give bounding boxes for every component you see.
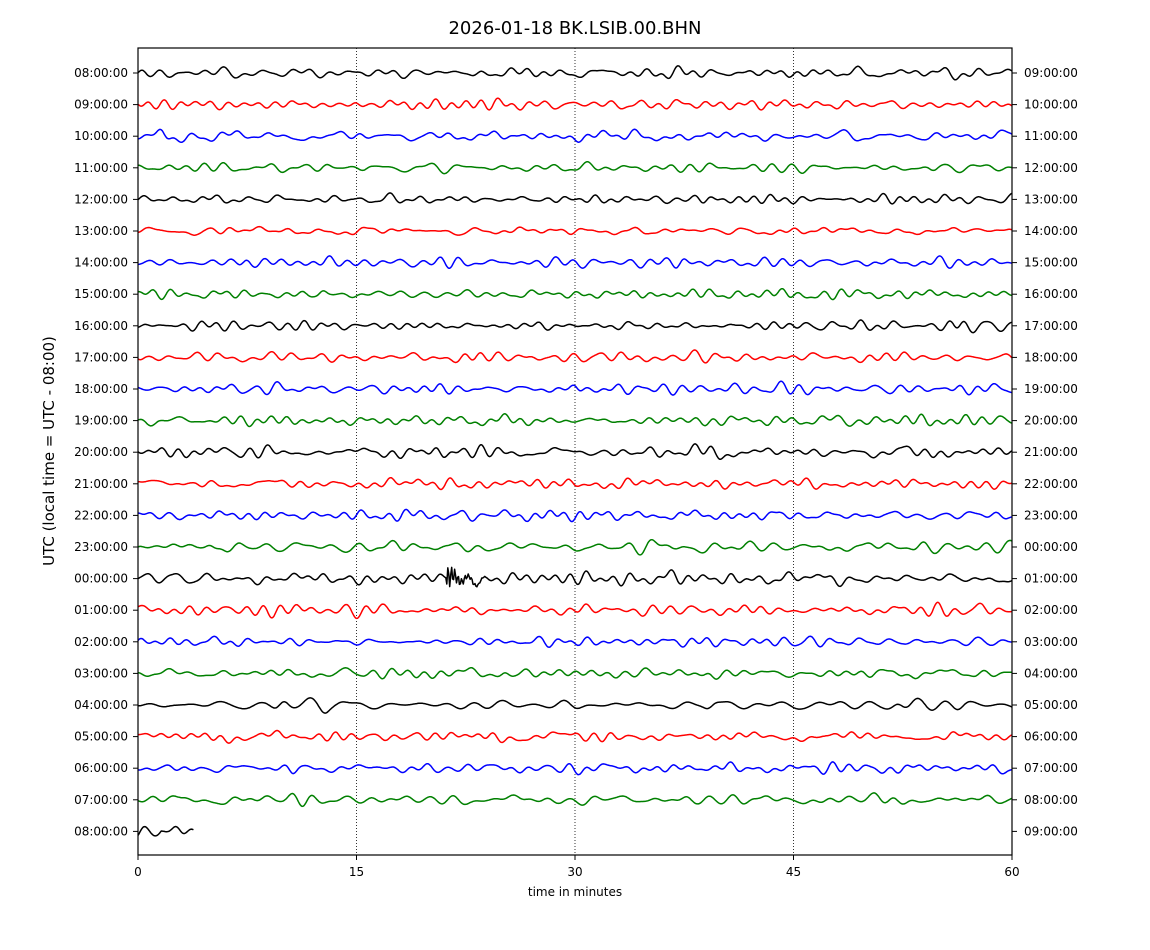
left-time-label-10: 18:00:00	[74, 382, 128, 396]
left-time-label-19: 03:00:00	[74, 666, 128, 680]
trace-row-15	[137, 538, 1013, 556]
left-time-axis: 08:00:00 09:00:00 10:00:00 11:00:00 12:00:00…	[74, 66, 138, 838]
right-time-label-13: 22:00:00	[1024, 477, 1078, 491]
x-tick-label-0: 0	[134, 865, 142, 879]
y-axis-label: UTC (local time = UTC - 08:00)	[40, 336, 58, 566]
trace-row-18	[137, 635, 1012, 648]
left-time-label-11: 19:00:00	[74, 414, 128, 428]
right-time-label-2: 11:00:00	[1024, 129, 1078, 143]
left-time-label-8: 16:00:00	[74, 319, 128, 333]
left-time-label-0: 08:00:00	[74, 66, 128, 80]
trace-row-13	[138, 476, 1013, 491]
trace-row-21	[138, 729, 1013, 744]
trace-row-22	[137, 761, 1013, 776]
right-time-label-7: 16:00:00	[1024, 287, 1078, 301]
left-time-label-16: 00:00:00	[74, 572, 128, 586]
right-time-label-21: 06:00:00	[1024, 730, 1078, 744]
right-time-axis: 09:00:00 10:00:00 11:00:00 12:00:00 13:00:00…	[1012, 66, 1078, 838]
x-tick-label-1: 15	[349, 865, 364, 879]
left-time-label-6: 14:00:00	[74, 256, 128, 270]
right-time-label-16: 01:00:00	[1024, 572, 1078, 586]
trace-row-12	[137, 443, 1013, 460]
vertical-gridlines	[356, 48, 794, 855]
trace-row-20	[138, 697, 1013, 714]
right-time-label-17: 02:00:00	[1024, 603, 1078, 617]
trace-row-2	[138, 128, 1013, 144]
left-time-label-20: 04:00:00	[74, 698, 128, 712]
chart-title: 2026-01-18 BK.LSIB.00.BHN	[448, 18, 701, 39]
left-time-label-4: 12:00:00	[74, 192, 128, 206]
left-time-label-13: 21:00:00	[74, 477, 128, 491]
left-time-label-7: 15:00:00	[74, 287, 128, 301]
right-time-label-19: 04:00:00	[1024, 666, 1078, 680]
right-time-label-6: 15:00:00	[1024, 256, 1078, 270]
trace-row-10	[137, 380, 1013, 396]
right-time-label-14: 23:00:00	[1024, 508, 1078, 522]
seismic-traces	[137, 65, 1013, 837]
trace-row-4	[137, 192, 1013, 205]
trace-row-5	[137, 225, 1013, 236]
left-time-label-22: 06:00:00	[74, 761, 128, 775]
trace-row-3	[138, 160, 1013, 175]
x-tick-label-3: 45	[786, 865, 801, 879]
right-time-label-15: 00:00:00	[1024, 540, 1078, 554]
left-time-label-2: 10:00:00	[74, 129, 128, 143]
left-time-label-3: 11:00:00	[74, 161, 128, 175]
right-time-label-0: 09:00:00	[1024, 66, 1078, 80]
right-time-label-4: 13:00:00	[1024, 192, 1078, 206]
right-time-label-1: 10:00:00	[1024, 98, 1078, 112]
trace-row-8	[137, 319, 1013, 334]
trace-row-9	[137, 349, 1013, 364]
left-time-label-1: 09:00:00	[74, 98, 128, 112]
right-time-label-24: 09:00:00	[1024, 824, 1078, 838]
trace-row-14	[137, 508, 1013, 523]
trace-row-0	[137, 65, 1013, 81]
right-time-label-8: 17:00:00	[1024, 319, 1078, 333]
x-tick-label-4: 60	[1004, 865, 1019, 879]
left-time-label-9: 17:00:00	[74, 350, 128, 364]
right-time-label-9: 18:00:00	[1024, 350, 1078, 364]
left-time-label-18: 02:00:00	[74, 635, 128, 649]
trace-row-6	[137, 255, 1013, 270]
right-time-label-20: 05:00:00	[1024, 698, 1078, 712]
left-time-label-5: 13:00:00	[74, 224, 128, 238]
trace-row-7	[137, 287, 1013, 301]
right-time-label-11: 20:00:00	[1024, 414, 1078, 428]
left-time-label-12: 20:00:00	[74, 445, 128, 459]
right-time-label-23: 08:00:00	[1024, 793, 1078, 807]
right-time-label-10: 19:00:00	[1024, 382, 1078, 396]
right-time-label-3: 12:00:00	[1024, 161, 1078, 175]
right-time-label-12: 21:00:00	[1024, 445, 1078, 459]
trace-row-23	[137, 792, 1013, 808]
trace-row-1	[137, 97, 1013, 111]
right-time-label-5: 14:00:00	[1024, 224, 1078, 238]
left-time-label-23: 07:00:00	[74, 793, 128, 807]
left-time-label-21: 05:00:00	[74, 730, 128, 744]
x-axis: 0 15 30 45 60	[134, 855, 1020, 879]
trace-row-11	[137, 413, 1013, 428]
trace-row-16	[137, 566, 1013, 588]
left-time-label-15: 23:00:00	[74, 540, 128, 554]
trace-row-17	[137, 601, 1012, 620]
x-tick-label-2: 30	[567, 865, 582, 879]
trace-row-24	[137, 825, 194, 837]
left-time-label-17: 01:00:00	[74, 603, 128, 617]
right-time-label-18: 03:00:00	[1024, 635, 1078, 649]
trace-row-19	[137, 666, 1012, 680]
left-time-label-24: 08:00:00	[74, 824, 128, 838]
x-axis-label: time in minutes	[528, 885, 622, 899]
right-time-label-22: 07:00:00	[1024, 761, 1078, 775]
left-time-label-14: 22:00:00	[74, 508, 128, 522]
